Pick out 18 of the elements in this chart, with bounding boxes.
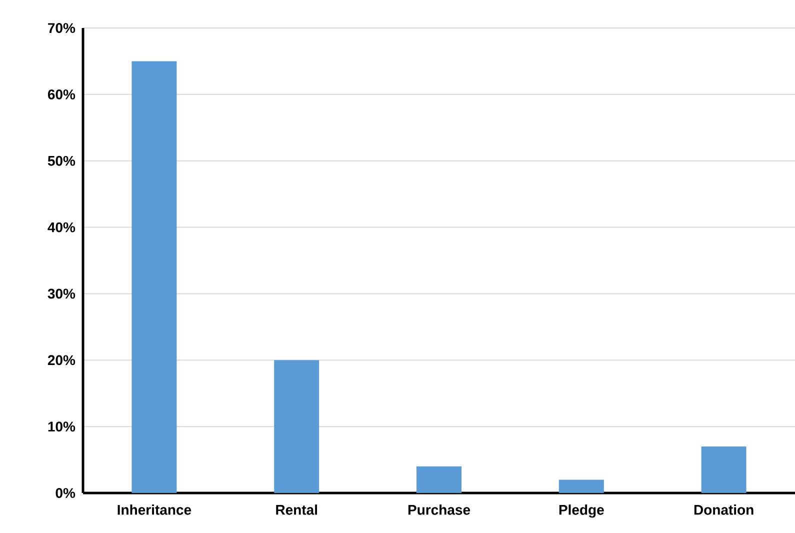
bar (416, 466, 462, 493)
y-tick-label: 40% (48, 222, 76, 232)
y-tick-label: 60% (48, 89, 76, 100)
y-tick-label: 20% (48, 355, 76, 366)
x-tick-label: Rental (276, 504, 318, 515)
bar (701, 446, 746, 493)
bar (274, 360, 320, 493)
x-tick-label: Purchase (408, 504, 470, 515)
bar (558, 480, 604, 493)
x-tick-label: Inheritance (118, 504, 192, 515)
y-tick-label: 70% (48, 23, 76, 33)
y-tick-label: 30% (48, 288, 76, 299)
y-tick-label: 10% (48, 422, 76, 432)
x-tick-label: Pledge (559, 504, 604, 518)
x-tick-label: Donation (694, 504, 754, 515)
y-tick-label: 50% (48, 156, 76, 166)
y-tick-label: 0% (56, 488, 76, 498)
bar (132, 61, 177, 493)
